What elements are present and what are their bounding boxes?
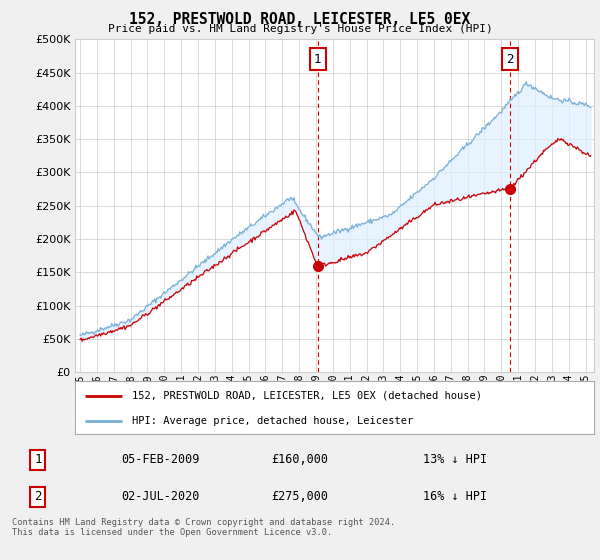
Text: £275,000: £275,000 (271, 491, 329, 503)
Text: 152, PRESTWOLD ROAD, LEICESTER, LE5 0EX: 152, PRESTWOLD ROAD, LEICESTER, LE5 0EX (130, 12, 470, 27)
Text: 16% ↓ HPI: 16% ↓ HPI (424, 491, 488, 503)
Text: 152, PRESTWOLD ROAD, LEICESTER, LE5 0EX (detached house): 152, PRESTWOLD ROAD, LEICESTER, LE5 0EX … (132, 391, 482, 401)
Text: 2: 2 (506, 53, 514, 66)
Text: 13% ↓ HPI: 13% ↓ HPI (424, 454, 488, 466)
Text: 1: 1 (34, 454, 41, 466)
Text: £160,000: £160,000 (271, 454, 329, 466)
Text: Price paid vs. HM Land Registry's House Price Index (HPI): Price paid vs. HM Land Registry's House … (107, 24, 493, 34)
Text: 2: 2 (34, 491, 41, 503)
Text: HPI: Average price, detached house, Leicester: HPI: Average price, detached house, Leic… (132, 416, 413, 426)
Text: Contains HM Land Registry data © Crown copyright and database right 2024.
This d: Contains HM Land Registry data © Crown c… (12, 518, 395, 538)
Text: 1: 1 (314, 53, 322, 66)
Text: 05-FEB-2009: 05-FEB-2009 (121, 454, 200, 466)
Text: 02-JUL-2020: 02-JUL-2020 (121, 491, 200, 503)
